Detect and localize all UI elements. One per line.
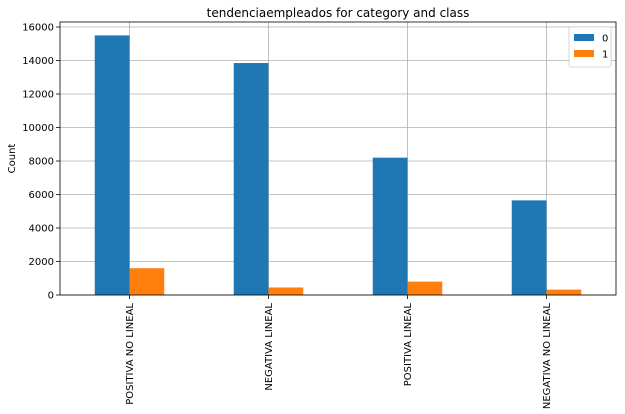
x-tick-label: NEGATIVA NO LINEAL xyxy=(542,303,553,410)
legend-label: 1 xyxy=(602,50,608,61)
bar-series-0 xyxy=(94,35,130,295)
legend-swatch-0 xyxy=(574,34,594,41)
y-tick-label: 0 xyxy=(48,291,54,302)
bar-series-0 xyxy=(511,200,547,295)
y-axis-label: Count xyxy=(7,144,18,174)
x-tick-label: POSITIVA NO LINEAL xyxy=(125,303,136,405)
y-tick-label: 12000 xyxy=(22,90,54,101)
y-tick-label: 16000 xyxy=(22,23,54,34)
plot-frame xyxy=(59,21,617,296)
bar-series-0 xyxy=(233,63,269,296)
y-tick-label: 14000 xyxy=(22,56,54,67)
legend-swatch-1 xyxy=(574,50,594,57)
y-tick-label: 6000 xyxy=(29,190,54,201)
legend: 01 xyxy=(568,26,612,68)
bar-series-1 xyxy=(129,268,165,295)
y-tick-label: 8000 xyxy=(29,157,54,168)
x-axis: POSITIVA NO LINEAL NEGATIVA LINEAL POSITIV… xyxy=(125,295,553,409)
bars xyxy=(94,35,582,296)
bar-series-1 xyxy=(407,281,443,295)
chart-title: tendenciaempleados for category and clas… xyxy=(207,6,470,20)
y-axis: 0 2000 4000 6000 8000 10000 12000 14000 16000 xyxy=(22,23,60,302)
bar-series-0 xyxy=(372,157,408,295)
x-tick-label: NEGATIVA LINEAL xyxy=(264,303,275,391)
bar-series-1 xyxy=(268,287,304,295)
y-tick-label: 10000 xyxy=(22,123,54,134)
x-tick-label: POSITIVA LINEAL xyxy=(403,303,414,387)
y-tick-label: 2000 xyxy=(29,257,54,268)
y-tick-label: 4000 xyxy=(29,224,54,235)
legend-label: 0 xyxy=(602,34,608,45)
bar-series-1 xyxy=(546,289,582,295)
